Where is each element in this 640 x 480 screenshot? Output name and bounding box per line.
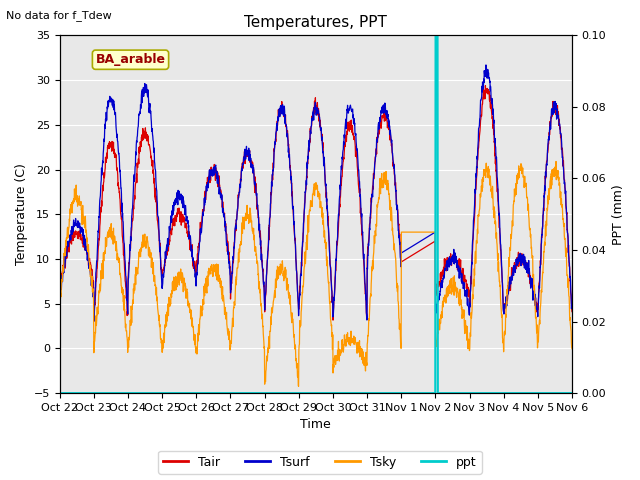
Y-axis label: PPT (mm): PPT (mm): [612, 184, 625, 245]
Tsky: [406, 229, 413, 235]
ppt: [568, 390, 576, 396]
Tair: [248, 158, 255, 164]
Tsky: [268, 321, 275, 327]
Line: ppt: ppt: [60, 36, 572, 393]
Tsky: [552, 158, 560, 164]
Tsurf: [85, 265, 93, 271]
Tsurf: [166, 224, 173, 229]
ppt: [265, 390, 273, 396]
Tsky: [165, 294, 173, 300]
Tsky: [295, 384, 303, 389]
ppt: [268, 390, 275, 396]
Tsurf: [265, 227, 273, 232]
Tair: [265, 237, 273, 243]
ppt: [406, 390, 413, 396]
Tsky: [568, 346, 576, 352]
ppt: [56, 390, 63, 396]
X-axis label: Time: Time: [300, 419, 331, 432]
Tsurf: [248, 164, 255, 170]
Tair: [406, 254, 413, 260]
Tsurf: [268, 179, 275, 185]
ppt: [248, 390, 255, 396]
Text: BA_arable: BA_arable: [95, 53, 166, 66]
Title: Temperatures, PPT: Temperatures, PPT: [244, 15, 387, 30]
Tsky: [265, 338, 273, 344]
Tair: [56, 276, 63, 282]
Tair: [166, 241, 173, 247]
Legend: Tair, Tsurf, Tsky, ppt: Tair, Tsurf, Tsky, ppt: [158, 451, 482, 474]
Tair: [85, 256, 93, 262]
Line: Tsurf: Tsurf: [60, 65, 572, 321]
Tsky: [56, 299, 63, 304]
Y-axis label: Temperature (C): Temperature (C): [15, 163, 28, 265]
Tair: [90, 318, 98, 324]
Line: Tair: Tair: [60, 85, 572, 321]
Tair: [268, 190, 275, 195]
Tsurf: [406, 245, 413, 251]
Tair: [481, 83, 489, 88]
Tsurf: [482, 62, 490, 68]
ppt: [165, 390, 173, 396]
ppt: [432, 33, 440, 38]
ppt: [85, 390, 93, 396]
Tsky: [85, 256, 93, 262]
Tsurf: [90, 318, 98, 324]
Line: Tsky: Tsky: [60, 161, 572, 386]
Tsky: [248, 219, 255, 225]
Tair: [568, 309, 576, 314]
Tsurf: [56, 289, 63, 295]
Text: No data for f_Tdew: No data for f_Tdew: [6, 10, 112, 21]
Tsurf: [568, 305, 576, 311]
